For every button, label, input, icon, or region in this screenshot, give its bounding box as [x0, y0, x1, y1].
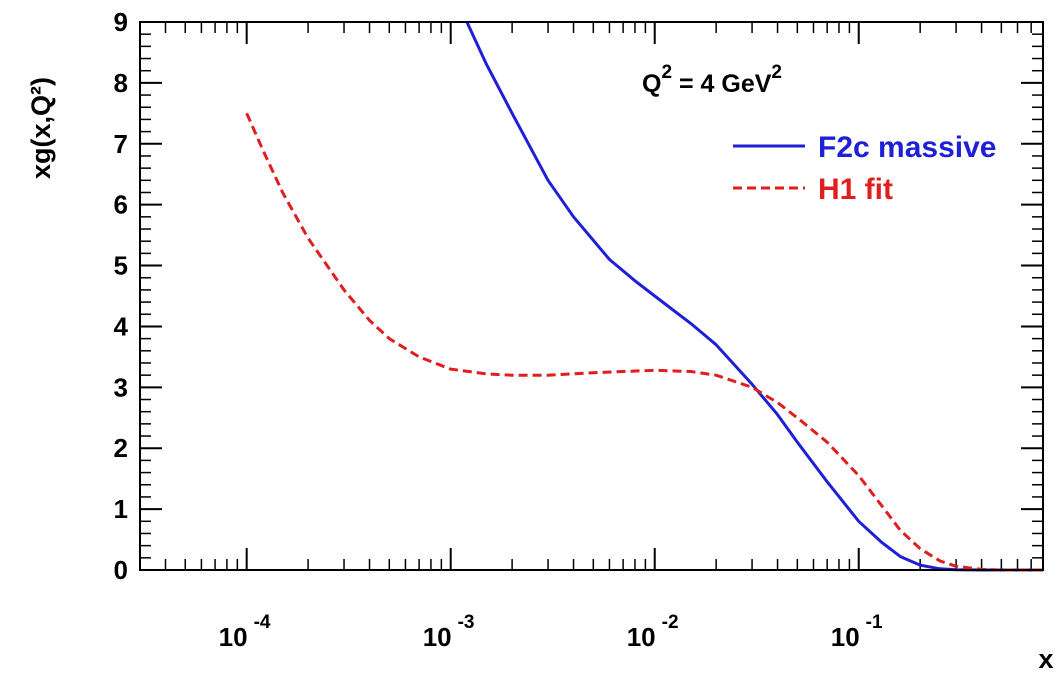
y-axis-ticks: 0 1 2 3 4 5 6 7 8 9	[114, 7, 1043, 585]
legend-label-1: H1 fit	[818, 173, 893, 206]
y-tick-label: 5	[114, 251, 128, 281]
y-tick-label: 4	[114, 311, 129, 341]
q2-annotation: Q2 = 4 GeV2	[642, 62, 782, 98]
annotation-exp2: 2	[771, 62, 782, 83]
series-layer	[245, 21, 1043, 572]
y-axis-label: xg(x,Q²)	[26, 77, 56, 179]
x-tick-label: 10 -3	[423, 612, 475, 652]
x-axis-ticks: 10 -4 10 -3 10 -2 10 -1	[139, 22, 1044, 652]
annotation-mid: = 4 GeV	[672, 70, 772, 98]
legend: F2c massive H1 fit	[733, 131, 996, 206]
plot-frame	[139, 21, 1044, 571]
y-tick-label: 1	[114, 494, 128, 524]
series-line-0	[465, 21, 1043, 572]
annotation-prefix: Q	[642, 70, 661, 98]
y-tick-label: 2	[114, 433, 128, 463]
y-tick-label: 9	[114, 7, 128, 37]
annotation-exp1: 2	[661, 62, 672, 83]
y-tick-label: 7	[114, 129, 128, 159]
x-tick-label: 10 -1	[831, 612, 883, 652]
y-tick-label: 8	[114, 68, 128, 98]
x-tick-label: 10 -4	[219, 612, 271, 652]
x-axis-label: x	[1038, 644, 1053, 674]
legend-label-0: F2c massive	[818, 131, 996, 164]
x-tick-label: 10 -2	[627, 612, 679, 652]
series-line-1	[245, 112, 1043, 572]
y-tick-label: 6	[114, 190, 128, 220]
y-tick-label: 0	[114, 555, 128, 585]
y-tick-label: 3	[114, 372, 128, 402]
